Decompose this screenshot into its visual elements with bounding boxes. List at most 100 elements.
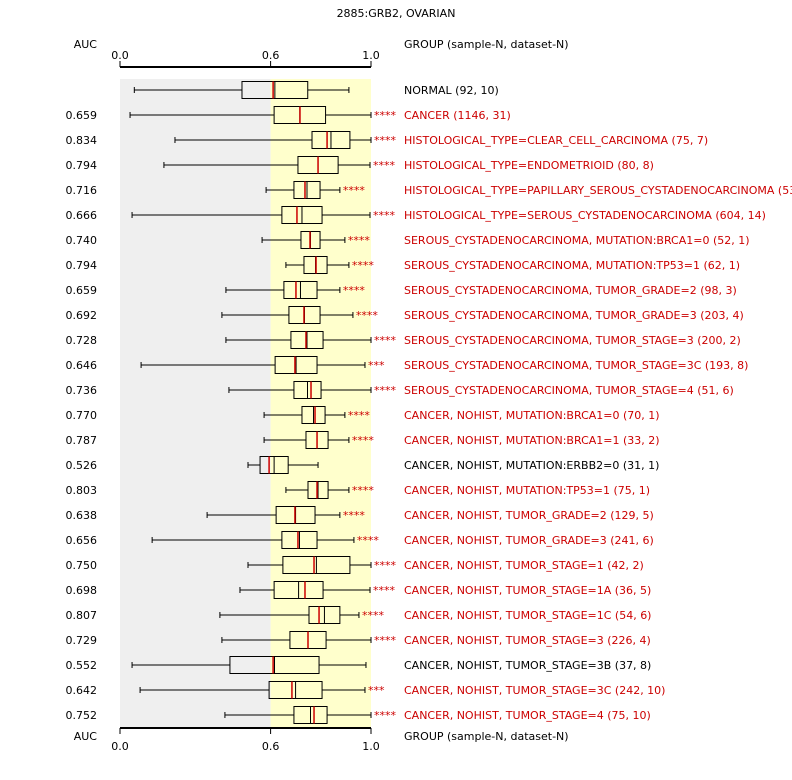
bottom-axis: 0.0 0.6 1.0 (111, 727, 380, 753)
axis-tick-label: 1.0 (362, 49, 380, 62)
significance-stars: **** (352, 484, 375, 497)
box-row: 0.526 CANCER, NOHIST, MUTATION:ERBB2=0 (3… (66, 456, 659, 474)
group-label: CANCER, NOHIST, TUMOR_STAGE=3 (226, 4) (404, 634, 651, 647)
significance-stars: *** (368, 359, 385, 372)
chart-title: 2885:GRB2, OVARIAN (337, 7, 456, 20)
auc-value: 0.698 (66, 584, 98, 597)
shaded-background (120, 79, 371, 728)
significance-stars: **** (362, 609, 385, 622)
auc-value: 0.638 (66, 509, 98, 522)
box-row: 0.736 **** SEROUS_CYSTADENOCARCINOMA, TUMO… (66, 381, 734, 399)
significance-stars: **** (356, 309, 379, 322)
auc-value: 0.750 (66, 559, 98, 572)
background-band-1 (270, 79, 371, 728)
group-label: CANCER, NOHIST, MUTATION:ERBB2=0 (31, 1) (404, 459, 659, 472)
auc-value: 0.752 (66, 709, 98, 722)
auc-value: 0.656 (66, 534, 98, 547)
axis-tick-label: 0.0 (111, 740, 129, 753)
top-axis: 0.0 0.6 1.0 (111, 49, 380, 68)
group-label: CANCER, NOHIST, TUMOR_GRADE=3 (241, 6) (404, 534, 654, 547)
auc-value: 0.740 (66, 234, 98, 247)
group-label: SEROUS_CYSTADENOCARCINOMA, TUMOR_STAGE=4… (404, 384, 734, 397)
box-row: 0.787 **** CANCER, NOHIST, MUTATION:BRCA1=… (66, 431, 660, 449)
auc-value: 0.526 (66, 459, 98, 472)
significance-stars: **** (373, 209, 396, 222)
significance-stars: **** (343, 284, 366, 297)
auc-value: 0.728 (66, 334, 98, 347)
box-row: 0.750 **** CANCER, NOHIST, TUMOR_STAGE=1 (… (66, 556, 644, 574)
group-label: CANCER, NOHIST, MUTATION:BRCA1=1 (33, 2) (404, 434, 660, 447)
significance-stars: **** (374, 134, 397, 147)
box-row: 0.729 **** CANCER, NOHIST, TUMOR_STAGE=3 (… (66, 631, 651, 649)
auc-value: 0.716 (66, 184, 98, 197)
auc-value: 0.794 (66, 259, 98, 272)
group-label: CANCER (1146, 31) (404, 109, 511, 122)
auc-value: 0.787 (66, 434, 98, 447)
group-label: HISTOLOGICAL_TYPE=SEROUS_CYSTADENOCARCIN… (404, 209, 766, 222)
box-row: 0.770 **** CANCER, NOHIST, MUTATION:BRCA1=… (66, 406, 660, 424)
significance-stars: **** (374, 634, 397, 647)
box-rows: NORMAL (92, 10) 0.659 **** CANCER (1146, 31… (66, 81, 792, 724)
significance-stars: **** (348, 409, 371, 422)
footer-group-label: GROUP (sample-N, dataset-N) (404, 730, 569, 743)
box-row: 0.659 **** SEROUS_CYSTADENOCARCINOMA, TUMO… (66, 281, 737, 299)
auc-value: 0.659 (66, 284, 98, 297)
box-row: 0.659 **** CANCER (1146, 31) (66, 106, 511, 124)
auc-value: 0.736 (66, 384, 98, 397)
auc-value: 0.659 (66, 109, 98, 122)
significance-stars: **** (374, 334, 397, 347)
auc-value: 0.803 (66, 484, 98, 497)
box-row: 0.656 **** CANCER, NOHIST, TUMOR_GRADE=3 (… (66, 531, 654, 549)
significance-stars: **** (348, 234, 371, 247)
box-row: 0.646 *** SEROUS_CYSTADENOCARCINOMA, TUMOR… (66, 356, 748, 374)
auc-value: 0.666 (66, 209, 98, 222)
header-auc-label: AUC (74, 38, 98, 51)
footer-auc-label: AUC (74, 730, 98, 743)
group-label: SEROUS_CYSTADENOCARCINOMA, MUTATION:BRCA… (404, 234, 750, 247)
box-row: 0.740 **** SEROUS_CYSTADENOCARCINOMA, MUTA… (66, 231, 750, 249)
significance-stars: **** (374, 109, 397, 122)
auc-value: 0.692 (66, 309, 98, 322)
group-label: CANCER, NOHIST, MUTATION:BRCA1=0 (70, 1) (404, 409, 660, 422)
group-label: CANCER, NOHIST, MUTATION:TP53=1 (75, 1) (404, 484, 650, 497)
axis-tick-label: 1.0 (362, 740, 380, 753)
auc-value: 0.729 (66, 634, 98, 647)
significance-stars: **** (357, 534, 380, 547)
axis-tick-label: 0.6 (262, 49, 280, 62)
auc-value: 0.552 (66, 659, 98, 672)
group-label: CANCER, NOHIST, TUMOR_STAGE=3B (37, 8) (404, 659, 651, 672)
box-row: 0.638 **** CANCER, NOHIST, TUMOR_GRADE=2 (… (66, 506, 654, 524)
auc-value: 0.642 (66, 684, 98, 697)
box-row: NORMAL (92, 10) (133, 81, 499, 99)
auc-value: 0.807 (66, 609, 98, 622)
group-label: SEROUS_CYSTADENOCARCINOMA, TUMOR_STAGE=3… (404, 359, 748, 372)
header-group-label: GROUP (sample-N, dataset-N) (404, 38, 569, 51)
auc-value: 0.646 (66, 359, 98, 372)
box-row: 0.692 **** SEROUS_CYSTADENOCARCINOMA, TUMO… (66, 306, 744, 324)
significance-stars: **** (343, 509, 366, 522)
box-row: 0.807 **** CANCER, NOHIST, TUMOR_STAGE=1C … (66, 606, 651, 624)
significance-stars: **** (374, 559, 397, 572)
significance-stars: **** (343, 184, 366, 197)
box-row: 0.794 **** HISTOLOGICAL_TYPE=ENDOMETRIOID … (66, 156, 654, 174)
box-row: 0.698 **** CANCER, NOHIST, TUMOR_STAGE=1A … (66, 581, 651, 599)
box-row: 0.552 CANCER, NOHIST, TUMOR_STAGE=3B (37,… (66, 656, 651, 674)
group-label: NORMAL (92, 10) (404, 84, 499, 97)
box-row: 0.666 **** HISTOLOGICAL_TYPE=SEROUS_CYSTAD… (66, 206, 766, 224)
group-label: CANCER, NOHIST, TUMOR_STAGE=4 (75, 10) (404, 709, 651, 722)
group-label: CANCER, NOHIST, TUMOR_STAGE=1A (36, 5) (404, 584, 651, 597)
significance-stars: **** (373, 159, 396, 172)
significance-stars: **** (352, 259, 375, 272)
box-row: 0.752 **** CANCER, NOHIST, TUMOR_STAGE=4 (… (66, 706, 651, 724)
auc-value: 0.794 (66, 159, 98, 172)
group-label: SEROUS_CYSTADENOCARCINOMA, TUMOR_STAGE=3… (404, 334, 741, 347)
significance-stars: **** (352, 434, 375, 447)
group-label: SEROUS_CYSTADENOCARCINOMA, MUTATION:TP53… (404, 259, 740, 272)
auc-value: 0.770 (66, 409, 98, 422)
significance-stars: **** (374, 709, 397, 722)
box-row: 0.794 **** SEROUS_CYSTADENOCARCINOMA, MUTA… (66, 256, 740, 274)
axis-tick-label: 0.0 (111, 49, 129, 62)
axis-tick-label: 0.6 (262, 740, 280, 753)
group-label: CANCER, NOHIST, TUMOR_STAGE=3C (242, 10) (404, 684, 665, 697)
